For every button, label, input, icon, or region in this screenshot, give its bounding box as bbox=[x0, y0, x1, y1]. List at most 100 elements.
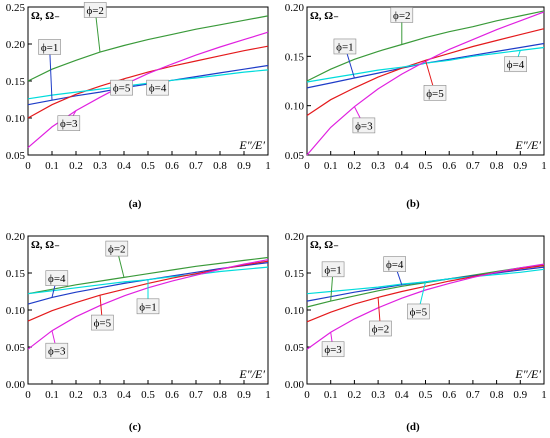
x-tick-label: 0.2 bbox=[69, 160, 83, 172]
x-tick-label: 0.4 bbox=[395, 389, 409, 401]
series-label: ϕ=2 bbox=[86, 5, 104, 17]
y-axis-title: Ω, Ω₋ bbox=[310, 239, 339, 251]
series-label: ϕ=5 bbox=[94, 318, 112, 330]
series-label: ϕ=4 bbox=[48, 273, 66, 285]
x-axis-title: E″/E′ bbox=[514, 138, 541, 152]
annotation-box bbox=[390, 7, 414, 23]
y-tick-label: 0.15 bbox=[6, 268, 26, 280]
annotation-box bbox=[352, 117, 376, 134]
chart-panel-a: 0 0.1 0.2 0.3 0.4 0.5 0.6 0.7 0.8 0.9 1 0.05 0.10 0.1… bbox=[6, 2, 271, 172]
series-label: ϕ=2 bbox=[108, 244, 126, 256]
x-tick-label: 0.6 bbox=[442, 160, 456, 172]
y-tick-label: 0.15 bbox=[285, 268, 305, 280]
x-tick-label: 1 bbox=[265, 389, 271, 401]
series-line bbox=[27, 45, 269, 119]
series-label: ϕ=5 bbox=[410, 306, 428, 318]
series-label: ϕ=3 bbox=[355, 120, 373, 132]
series-label: ϕ=3 bbox=[324, 344, 342, 356]
x-tick-label: 0 bbox=[25, 160, 31, 172]
x-tick-label: 1 bbox=[541, 160, 547, 172]
series-line bbox=[306, 46, 545, 83]
chart-panel-b: 0 0.1 0.2 0.3 0.4 0.5 0.6 0.7 0.8 0.9 1 0.05 0.10 0.1… bbox=[285, 2, 547, 172]
x-tick-label: 0.5 bbox=[419, 389, 433, 401]
series-label: ϕ=5 bbox=[426, 88, 444, 100]
x-tick-label: 0.1 bbox=[45, 389, 59, 401]
x-tick-label: 0.8 bbox=[213, 160, 227, 172]
annotation-box bbox=[383, 256, 406, 272]
x-axis-title: E″/E′ bbox=[514, 367, 541, 381]
y-axis-title: Ω, Ω₋ bbox=[31, 10, 60, 22]
caption-c: (c) bbox=[129, 421, 142, 433]
series-label: ϕ=4 bbox=[386, 259, 404, 271]
annotation-box bbox=[321, 341, 345, 358]
y-tick-label: 0.20 bbox=[285, 2, 305, 14]
annotation-box bbox=[146, 79, 169, 96]
y-tick-label: 0.25 bbox=[6, 2, 26, 14]
caption-d: (d) bbox=[406, 421, 420, 433]
annotation-box bbox=[45, 270, 69, 286]
x-tick-label: 0.4 bbox=[117, 389, 131, 401]
x-tick-label: 0.8 bbox=[490, 389, 504, 401]
x-tick-label: 0.9 bbox=[513, 389, 527, 401]
annotation-leader bbox=[49, 46, 53, 101]
series-line bbox=[27, 15, 269, 82]
y-tick-label: 0.20 bbox=[285, 231, 305, 243]
x-tick-label: 0.7 bbox=[189, 160, 203, 172]
y-tick-label: 0.00 bbox=[6, 379, 26, 391]
x-tick-label: 0.9 bbox=[237, 160, 251, 172]
series-label: ϕ=3 bbox=[48, 346, 66, 358]
x-tick-label: 0.1 bbox=[324, 389, 338, 401]
x-tick-label: 0.3 bbox=[93, 160, 107, 172]
x-tick-label: 0.2 bbox=[348, 160, 362, 172]
series-label: ϕ=4 bbox=[507, 59, 525, 71]
x-axis-title: E″/E′ bbox=[238, 367, 265, 381]
x-tick-label: 0.5 bbox=[141, 160, 155, 172]
y-tick-label: 0.15 bbox=[285, 51, 305, 63]
x-tick-label: 0.3 bbox=[371, 389, 385, 401]
x-tick-label: 0 bbox=[304, 160, 310, 172]
x-tick-label: 0.5 bbox=[141, 389, 155, 401]
series-label: ϕ=2 bbox=[372, 324, 390, 336]
annotation-box bbox=[423, 85, 447, 101]
series-line bbox=[306, 263, 545, 350]
series-line bbox=[27, 256, 269, 295]
y-tick-label: 0.10 bbox=[6, 113, 26, 125]
series-label: ϕ=5 bbox=[113, 83, 131, 95]
y-tick-label: 0.05 bbox=[285, 150, 305, 162]
x-tick-label: 1 bbox=[265, 160, 271, 172]
y-axis-title: Ω, Ω₋ bbox=[310, 10, 339, 22]
x-tick-label: 0.7 bbox=[189, 389, 203, 401]
annotation-box bbox=[321, 261, 345, 278]
x-tick-label: 0.4 bbox=[117, 160, 131, 172]
annotation-box bbox=[45, 342, 69, 359]
annotation-box bbox=[110, 79, 133, 96]
y-tick-label: 0.15 bbox=[6, 76, 26, 88]
x-tick-label: 0 bbox=[304, 389, 310, 401]
y-tick-label: 0.00 bbox=[285, 379, 305, 391]
series-line bbox=[306, 11, 545, 156]
annotation-box bbox=[504, 56, 527, 73]
annotation-box bbox=[83, 2, 107, 18]
series-label: ϕ=2 bbox=[393, 10, 411, 22]
x-tick-label: 0.6 bbox=[165, 160, 179, 172]
x-tick-label: 0.9 bbox=[513, 160, 527, 172]
chart-panel-d: 0 0.1 0.2 0.3 0.4 0.5 0.6 0.7 0.8 0.9 1 0.00 0.05 0.1… bbox=[285, 231, 547, 401]
x-tick-label: 0.2 bbox=[69, 389, 83, 401]
y-tick-label: 0.05 bbox=[285, 342, 305, 354]
x-tick-label: 0.1 bbox=[324, 160, 338, 172]
annotation-box bbox=[38, 39, 61, 55]
x-tick-label: 0.3 bbox=[371, 160, 385, 172]
x-tick-label: 0.8 bbox=[490, 160, 504, 172]
y-tick-label: 0.10 bbox=[285, 305, 305, 317]
y-axis-title: Ω, Ω₋ bbox=[31, 239, 60, 251]
x-tick-label: 0.8 bbox=[213, 389, 227, 401]
annotation-box bbox=[57, 115, 81, 131]
x-axis-title: E″/E′ bbox=[238, 138, 265, 152]
caption-a: (a) bbox=[129, 198, 142, 210]
y-tick-label: 0.10 bbox=[6, 305, 26, 317]
y-tick-label: 0.05 bbox=[6, 342, 26, 354]
annotation-box bbox=[136, 298, 160, 315]
series-label: ϕ=1 bbox=[324, 264, 342, 276]
annotation-box bbox=[91, 314, 114, 331]
series-label: ϕ=3 bbox=[60, 118, 78, 130]
